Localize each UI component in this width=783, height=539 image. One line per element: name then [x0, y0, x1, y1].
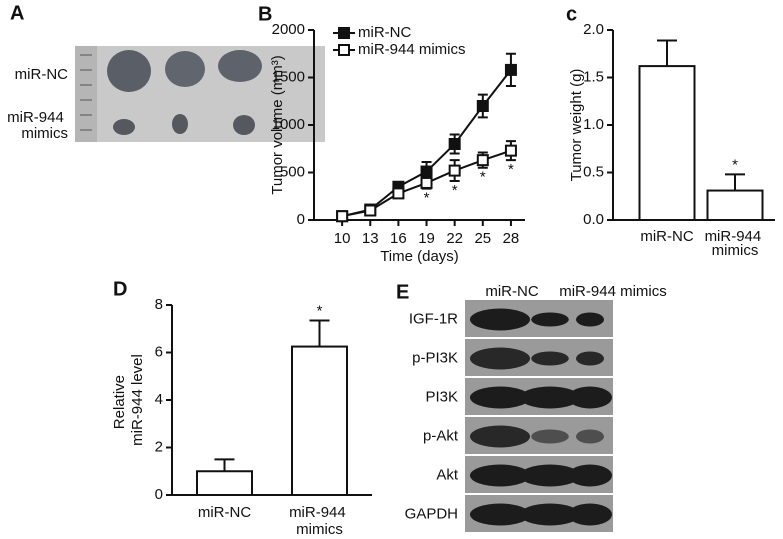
significance-mark: * [480, 169, 486, 186]
row-label: miR-NC [15, 66, 68, 83]
y-tick-label: 1.5 [583, 68, 604, 85]
error-bar [309, 319, 330, 347]
significance-mark: * [317, 302, 323, 319]
x-tick-label: miR-944 mimics [289, 504, 350, 538]
blot-label: PI3K [425, 388, 458, 405]
row-label: miR-944 mimics [7, 109, 68, 142]
y-axis-label: Tumor weight (g) [568, 69, 585, 182]
bar [706, 189, 764, 222]
y-tick-label: 2.0 [583, 21, 604, 38]
band [470, 425, 530, 448]
panel-label: c [566, 3, 577, 25]
x-tick-label: miR-NC [198, 504, 251, 521]
y-tick-label: 4 [155, 391, 163, 408]
y-tick-label: 8 [155, 296, 163, 313]
y-tick-label: 500 [280, 163, 305, 180]
panel-label: A [10, 2, 24, 24]
x-tick-label: miR-NC [640, 228, 693, 245]
marker [448, 138, 461, 150]
band [520, 503, 580, 526]
y-tick-label: 2000 [272, 21, 305, 38]
western-blot [465, 300, 613, 532]
group-label: miR-NC [485, 283, 538, 300]
legend-marker [338, 44, 350, 56]
group-label: miR-944 mimics [559, 283, 667, 300]
significance-mark: * [452, 182, 458, 199]
marker [336, 210, 349, 223]
legend-label: miR-NC [358, 24, 411, 41]
x-axis-label: Time (days) [380, 248, 459, 265]
marker [392, 187, 405, 200]
panel-label: B [258, 3, 272, 25]
marker [504, 63, 517, 76]
legend-marker [338, 27, 350, 39]
y-tick-label: 1500 [272, 68, 305, 85]
y-tick-label: 1000 [272, 116, 305, 133]
x-tick-label: 19 [418, 230, 435, 247]
panel-label: D [113, 278, 127, 300]
band [470, 308, 530, 331]
x-tick-label: 10 [334, 230, 351, 247]
band [470, 347, 530, 370]
marker [420, 165, 433, 178]
marker [476, 100, 489, 112]
band [520, 386, 580, 409]
significance-mark: * [508, 161, 514, 178]
band [520, 464, 580, 487]
blot-label: Akt [436, 466, 459, 483]
band [531, 429, 569, 444]
marker [364, 204, 377, 217]
band [576, 429, 604, 444]
band [531, 351, 569, 366]
legend-label: miR-944 mimics [358, 41, 466, 58]
y-tick-label: 1.0 [583, 116, 604, 133]
x-tick-label: 25 [474, 230, 491, 247]
y-tick-label: 0 [297, 211, 305, 228]
band [568, 503, 612, 526]
marker [448, 164, 461, 177]
marker [420, 176, 433, 189]
band [568, 464, 612, 487]
y-axis-label: Relative miR-944 level [111, 354, 146, 446]
band [576, 351, 604, 366]
error-bar [214, 458, 235, 472]
tumor-photo [75, 46, 325, 142]
blot-label: IGF-1R [409, 310, 458, 327]
band [576, 312, 604, 327]
significance-mark: * [732, 156, 738, 173]
error-bar [725, 173, 745, 191]
x-tick-label: miR-944 mimics [705, 228, 766, 259]
blot-label: GAPDH [405, 505, 458, 522]
bar [196, 470, 253, 496]
y-axis-label: Tumor volume (mm³) [269, 55, 286, 194]
x-tick-label: 22 [446, 230, 463, 247]
y-tick-label: 6 [155, 343, 163, 360]
error-bar [657, 39, 677, 67]
blot-label: p-PI3K [412, 349, 458, 366]
y-tick-label: 0.0 [583, 211, 604, 228]
y-tick-label: 0 [155, 486, 163, 503]
x-tick-label: 28 [503, 230, 520, 247]
y-tick-label: 0.5 [583, 163, 604, 180]
band [531, 312, 569, 327]
panel-label: E [396, 281, 409, 303]
band [470, 386, 530, 409]
significance-mark: * [424, 190, 430, 207]
marker [504, 144, 517, 157]
y-tick-label: 2 [155, 438, 163, 455]
bar [638, 65, 696, 221]
band [470, 503, 530, 526]
x-tick-label: 13 [362, 230, 379, 247]
bar [291, 345, 348, 496]
band [470, 464, 530, 487]
blot-label: p-Akt [423, 427, 459, 444]
marker [476, 154, 489, 167]
x-tick-label: 16 [390, 230, 407, 247]
band [568, 386, 612, 409]
